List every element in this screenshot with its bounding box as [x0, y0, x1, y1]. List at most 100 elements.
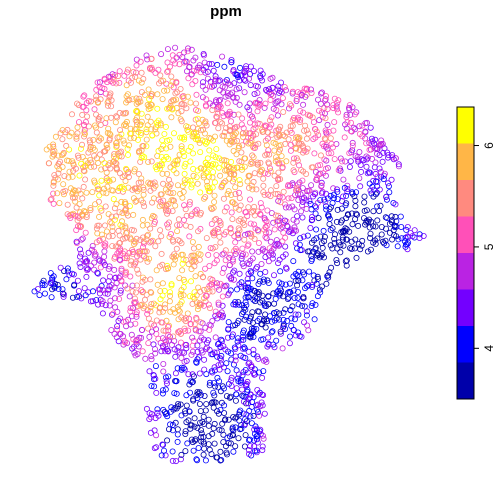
data-point: [203, 292, 210, 299]
data-point: [303, 85, 310, 92]
data-point: [334, 100, 341, 107]
data-point: [178, 101, 185, 108]
data-point: [325, 150, 332, 157]
data-point: [64, 157, 71, 164]
data-point: [312, 301, 319, 308]
data-point: [118, 198, 125, 205]
data-point: [158, 348, 165, 355]
data-point: [290, 258, 297, 265]
data-point: [379, 158, 386, 165]
data-point: [294, 190, 301, 197]
data-point: [318, 89, 325, 96]
data-point: [164, 68, 171, 75]
data-point: [132, 338, 139, 345]
data-point: [331, 239, 338, 246]
data-point: [217, 119, 224, 126]
data-point: [115, 150, 122, 157]
data-point: [174, 182, 181, 189]
data-point: [390, 156, 397, 163]
data-point: [221, 157, 228, 164]
data-point: [200, 451, 207, 458]
data-point: [80, 183, 87, 190]
data-point: [217, 457, 224, 464]
data-point: [227, 440, 234, 447]
data-point: [392, 201, 399, 208]
data-point: [209, 245, 216, 252]
data-point: [351, 111, 358, 118]
data-point: [329, 245, 336, 252]
data-point: [143, 52, 150, 59]
data-point: [178, 354, 185, 361]
data-point: [159, 390, 166, 397]
data-point: [48, 195, 55, 202]
data-point: [133, 235, 140, 242]
data-point: [301, 303, 308, 310]
data-point: [360, 157, 367, 164]
data-point: [219, 302, 226, 309]
data-point: [275, 126, 282, 133]
data-point: [253, 186, 260, 193]
data-point: [74, 277, 81, 284]
data-point: [91, 163, 98, 170]
data-point: [52, 133, 59, 140]
data-point: [275, 316, 282, 323]
data-point: [216, 426, 223, 433]
data-point: [366, 146, 373, 153]
data-point: [128, 226, 135, 233]
data-point: [139, 348, 146, 355]
data-point: [178, 364, 185, 371]
data-point: [206, 282, 213, 289]
data-point: [367, 124, 374, 131]
data-point: [50, 182, 57, 189]
data-point: [232, 190, 239, 197]
data-point: [243, 382, 250, 389]
data-point: [151, 383, 158, 390]
data-point: [233, 385, 240, 392]
data-point: [143, 255, 150, 262]
data-point: [173, 79, 180, 86]
data-point: [295, 311, 302, 318]
data-point: [339, 236, 346, 243]
data-point: [230, 413, 237, 420]
data-point: [172, 90, 179, 97]
data-point: [109, 71, 116, 78]
data-point: [160, 180, 167, 187]
chart-title: ppm: [210, 3, 242, 20]
data-point: [232, 298, 239, 305]
data-point: [186, 233, 193, 240]
data-point: [76, 119, 83, 126]
data-point: [197, 149, 204, 156]
data-point: [146, 255, 153, 262]
data-point: [209, 229, 216, 236]
data-point: [79, 195, 86, 202]
data-point: [132, 320, 139, 327]
data-point: [226, 175, 233, 182]
data-point: [215, 164, 222, 171]
data-point: [177, 330, 184, 337]
data-point: [178, 143, 185, 150]
data-point: [158, 162, 165, 169]
data-point: [165, 155, 172, 162]
data-point: [280, 309, 287, 316]
data-point: [267, 187, 274, 194]
data-point: [303, 283, 310, 290]
data-point: [183, 212, 190, 219]
data-point: [194, 348, 201, 355]
data-point: [129, 248, 136, 255]
data-point: [303, 312, 310, 319]
data-point: [151, 427, 158, 434]
data-point: [237, 202, 244, 209]
data-point: [233, 286, 240, 293]
data-point: [228, 382, 235, 389]
data-point: [179, 194, 186, 201]
data-point: [267, 96, 274, 103]
data-point: [144, 101, 151, 108]
data-point: [210, 379, 217, 386]
data-point: [227, 118, 234, 125]
data-point: [241, 216, 248, 223]
data-point: [210, 425, 217, 432]
data-point: [249, 275, 256, 282]
data-point: [110, 176, 117, 183]
data-point: [236, 206, 243, 213]
data-point: [176, 222, 183, 229]
